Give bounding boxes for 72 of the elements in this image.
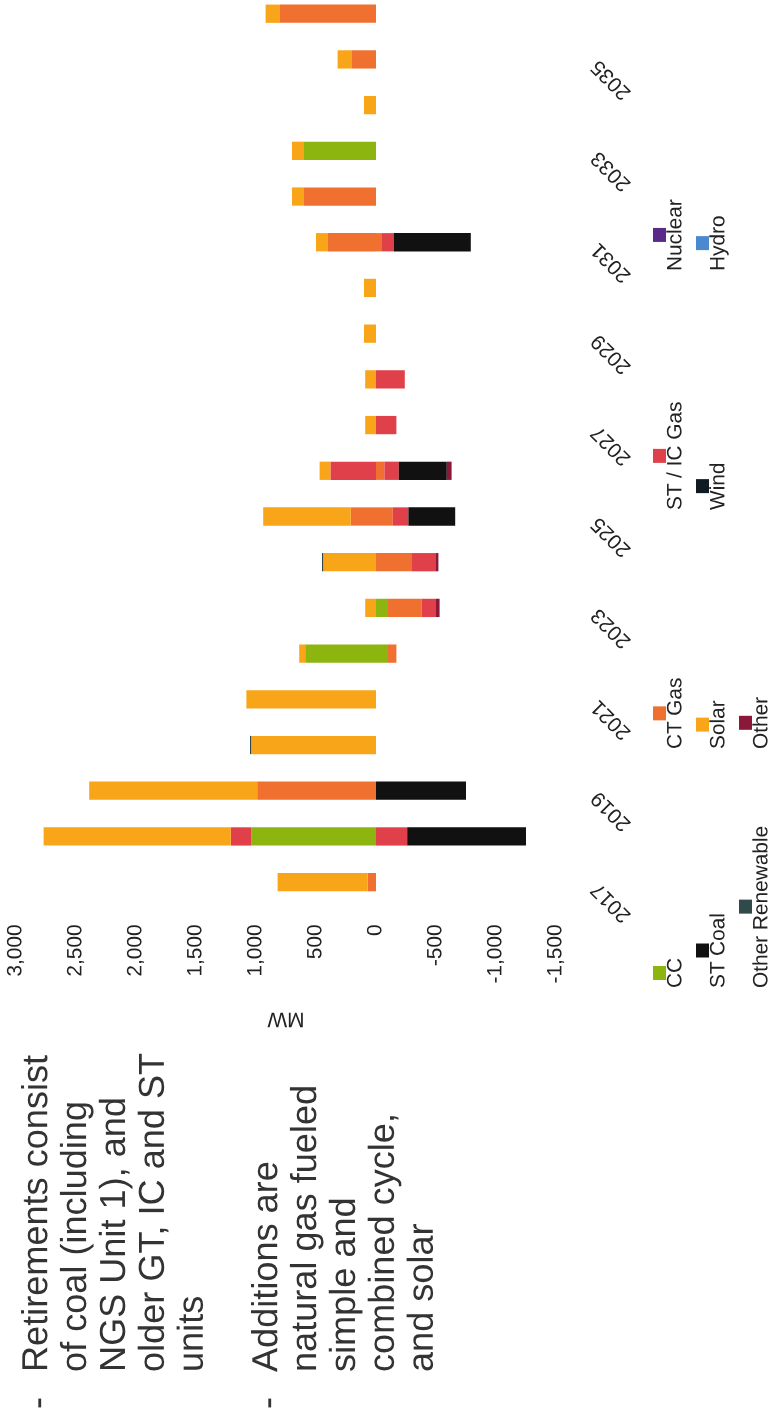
- bar: [398, 461, 447, 480]
- bar: [376, 598, 388, 618]
- bar: [257, 781, 376, 800]
- bar: [364, 95, 376, 115]
- bar: [364, 324, 376, 343]
- bar: [330, 461, 376, 480]
- bar: [280, 4, 376, 23]
- text: - Retirements consist of coal (including NGS Unit 1), and older GT, IC and ST units: [21, 1053, 204, 1408]
- bar: [364, 278, 376, 298]
- bar: [251, 735, 376, 755]
- text: - Additions are natural gas fueled simple and combined cycle, and solar: [251, 1087, 434, 1408]
- bar: [319, 461, 331, 480]
- bar: [392, 507, 409, 526]
- x-tick-label: -1,500: [546, 925, 565, 983]
- legend-label: CT Gas: [666, 678, 682, 748]
- x-tick-label: -1,000: [486, 925, 505, 983]
- bar: [384, 461, 399, 480]
- x-tick-label: 2,000: [126, 925, 145, 976]
- bar: [376, 827, 408, 846]
- bar: [408, 507, 456, 526]
- x-tick-label: 3,000: [6, 925, 25, 976]
- x-tick-label: 2,500: [66, 925, 85, 976]
- bar: [365, 598, 376, 618]
- bar: [365, 370, 376, 389]
- legend-label: Other: [752, 697, 768, 749]
- bar: [388, 644, 397, 663]
- bar: [376, 370, 405, 389]
- bar: [277, 873, 368, 892]
- bar: [376, 781, 466, 800]
- bar: [365, 415, 376, 435]
- bar: [230, 827, 252, 846]
- bar: [412, 553, 436, 572]
- bar: [316, 233, 328, 252]
- bar: [263, 507, 351, 526]
- bar: [304, 187, 376, 206]
- bar: [299, 644, 306, 663]
- bar: [337, 50, 352, 69]
- x-tick-label: 500: [306, 925, 322, 959]
- bar: [292, 141, 304, 160]
- legend-label: ST / IC Gas: [666, 402, 682, 510]
- x-axis-title: MW: [267, 1012, 303, 1028]
- bar: [246, 690, 376, 709]
- bar: [394, 233, 471, 252]
- legend-label: Solar: [709, 700, 725, 749]
- legend-label: ST Coal: [709, 914, 725, 988]
- bar: [43, 827, 231, 846]
- legend-label: Hydro: [709, 216, 729, 270]
- x-tick-label: 1,000: [246, 925, 265, 975]
- bar: [382, 233, 394, 252]
- legend-label: Other Renewable: [752, 826, 768, 988]
- bar: [251, 827, 376, 846]
- bar: [367, 873, 376, 892]
- bar: [407, 827, 526, 846]
- legend-label: CC: [666, 958, 682, 987]
- x-tick-label: 1,500: [186, 925, 205, 975]
- bar: [292, 187, 304, 206]
- bar: [421, 598, 436, 618]
- bar: [265, 4, 280, 23]
- bar: [376, 553, 412, 572]
- bar: [376, 461, 385, 480]
- bar: [436, 598, 440, 618]
- bar: [89, 781, 258, 800]
- bar: [323, 553, 376, 572]
- bar: [352, 50, 376, 69]
- bar: [304, 141, 376, 160]
- bar: [388, 598, 422, 618]
- x-tick-label: -500: [426, 925, 442, 966]
- x-tick-label: 0: [366, 925, 382, 936]
- legend-label: Nuclear: [666, 199, 682, 270]
- bar: [446, 461, 452, 480]
- legend-label: Wind: [709, 463, 725, 510]
- bar: [376, 415, 397, 435]
